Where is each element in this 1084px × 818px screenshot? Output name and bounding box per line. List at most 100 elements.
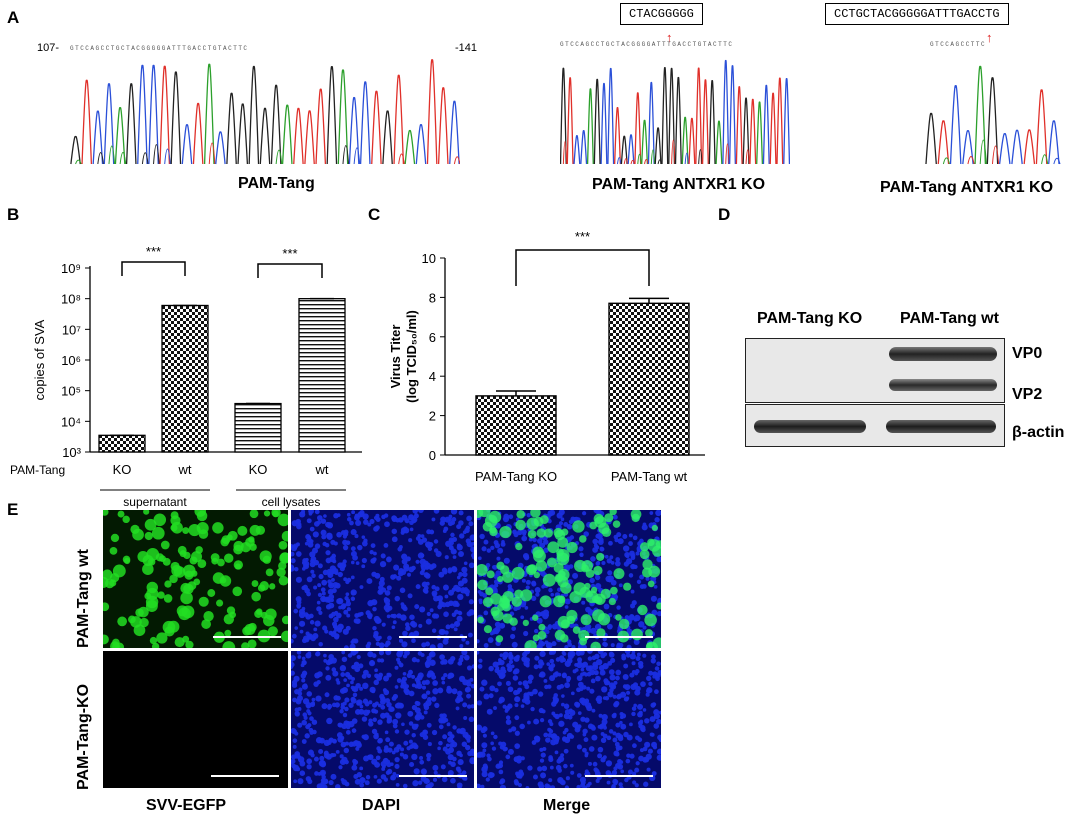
trace-minor-peak [644, 159, 649, 165]
cell [614, 779, 619, 784]
cell [390, 774, 397, 781]
cell [385, 651, 392, 656]
cell [597, 613, 611, 626]
cell [117, 616, 128, 627]
cell [402, 654, 408, 659]
cell [212, 522, 224, 534]
trace-minor-peak [164, 148, 171, 165]
cell [618, 782, 623, 787]
cell [569, 763, 574, 768]
cell [371, 728, 378, 735]
cell [278, 540, 288, 550]
trace-peak [607, 68, 615, 165]
cell [651, 702, 657, 707]
image-dapi-ko [291, 651, 474, 788]
cell [390, 574, 396, 580]
cell [499, 659, 505, 666]
cell [402, 783, 408, 788]
cell [272, 510, 279, 518]
cell [486, 708, 493, 715]
cell [606, 735, 612, 741]
cell [405, 622, 410, 627]
cell [425, 699, 432, 707]
band-label-vp0: VP0 [1012, 345, 1043, 362]
cell [477, 579, 488, 591]
cell [580, 782, 586, 788]
cell [492, 565, 496, 570]
cell [137, 550, 149, 563]
cell [488, 693, 494, 699]
cell [174, 637, 185, 648]
cell [104, 578, 115, 589]
cell [337, 736, 344, 743]
cell [453, 627, 458, 632]
cell [130, 524, 140, 534]
cell [426, 757, 431, 762]
cell [315, 695, 322, 702]
cell [543, 539, 549, 545]
cell [343, 609, 349, 615]
cell [160, 540, 170, 550]
cell [306, 704, 311, 709]
cell [447, 769, 454, 777]
cell [456, 767, 461, 772]
cell [302, 635, 309, 642]
cell [466, 693, 471, 699]
cell [446, 687, 453, 694]
cell [314, 521, 320, 527]
cell [301, 510, 306, 514]
cell [539, 542, 546, 549]
cell [317, 583, 322, 588]
cell [619, 715, 624, 720]
cell [516, 510, 526, 519]
cell [367, 613, 373, 619]
cell [505, 680, 511, 686]
cell [514, 589, 524, 599]
cell [594, 516, 607, 528]
cell [385, 640, 391, 646]
cell [534, 655, 540, 661]
cell [599, 546, 605, 552]
cell [322, 597, 327, 602]
cell [122, 515, 130, 524]
cell [595, 675, 601, 682]
trace-peak [729, 65, 736, 165]
cell [380, 712, 387, 719]
cell [385, 698, 391, 704]
cell [368, 700, 373, 705]
cell [442, 734, 448, 740]
cell [375, 517, 381, 523]
cell [343, 577, 348, 582]
cell [323, 514, 327, 518]
cell [500, 666, 506, 672]
cell [356, 771, 363, 778]
cell [317, 563, 323, 569]
cell [356, 742, 362, 749]
cell [609, 674, 616, 681]
cell [565, 776, 570, 781]
cell [351, 728, 357, 733]
cell [398, 638, 404, 643]
cell [615, 732, 622, 739]
cell [562, 736, 567, 742]
cell [301, 585, 306, 591]
cell [558, 720, 565, 727]
cell [577, 660, 582, 665]
cell [157, 591, 165, 599]
cell [631, 628, 643, 641]
cell [553, 562, 564, 573]
cell [502, 746, 508, 752]
cell [495, 570, 502, 577]
cell [434, 702, 440, 708]
cell [307, 535, 312, 540]
cell [482, 597, 493, 608]
cell [600, 757, 606, 763]
cell [146, 548, 160, 561]
trace-peak [92, 110, 104, 165]
cell [645, 692, 650, 697]
cell [431, 729, 438, 736]
y-tick-label: 0 [429, 448, 436, 463]
cell [364, 780, 370, 786]
cell [309, 526, 315, 532]
cell [470, 684, 474, 689]
